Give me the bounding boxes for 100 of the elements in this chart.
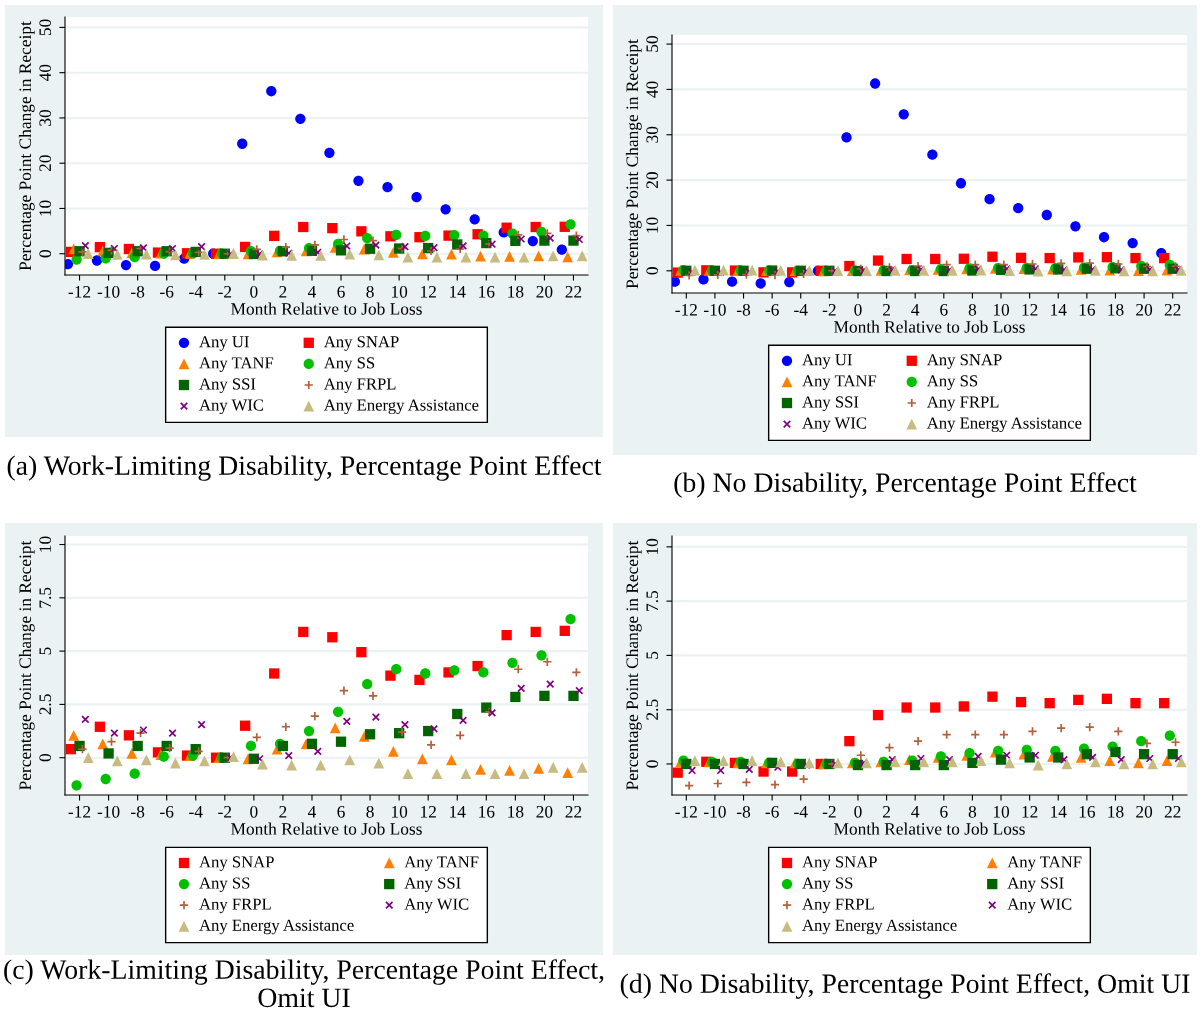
- x-tick-label: 22: [565, 285, 582, 298]
- x-tick-label: 18: [508, 285, 524, 298]
- x-tick-label: 6: [940, 303, 948, 316]
- y-tick-label: 0: [646, 760, 659, 768]
- text: (c) Work-Limiting Disability, Percentage Point Effect, Omit UI: [4, 959, 604, 1008]
- x-tick-label: -8: [131, 805, 145, 818]
- y-tick-label: 10: [646, 538, 659, 555]
- x-tick-label: 4: [911, 304, 920, 316]
- y-tick-label: 30: [646, 126, 659, 143]
- x-tick-label: 10: [391, 285, 408, 298]
- text: (d) No Disability, Percentage Point Effect, Omit UI: [620, 973, 1190, 999]
- legend-label: Any TANF: [802, 375, 877, 390]
- y-tick-label: 7.5: [646, 590, 659, 611]
- legend-label: Any Energy Assistance: [323, 399, 479, 415]
- legend-label: Any SS: [199, 877, 250, 893]
- legend-label: Any WIC: [1007, 898, 1072, 914]
- x-axis-title: Month Relative to Job Loss: [231, 822, 422, 835]
- y-tick-label: 50: [646, 36, 659, 52]
- legend-label: Any SS: [926, 375, 978, 390]
- y-tick-label: 10: [39, 536, 52, 552]
- legend-label: Any FRPL: [802, 898, 874, 914]
- x-tick-label: -4: [189, 806, 203, 818]
- legend-label: Any SSI: [802, 396, 859, 411]
- x-tick-label: 18: [1108, 805, 1124, 818]
- legend-label: Any WIC: [404, 898, 469, 914]
- y-axis-title: Percentage Point Change in Receipt: [18, 540, 35, 790]
- x-tick-label: 22: [565, 805, 582, 818]
- x-tick-label: -4: [794, 304, 808, 316]
- x-tick-label: 14: [450, 806, 466, 818]
- x-tick-label: 16: [1079, 805, 1096, 818]
- x-tick-label: 0: [854, 805, 862, 818]
- legend-label: Any UI: [802, 354, 852, 369]
- x-tick-label: -6: [160, 285, 174, 298]
- x-tick-label: 8: [968, 303, 977, 316]
- legend-label: Any SNAP: [802, 856, 877, 871]
- legend-label: Any SSI: [1007, 877, 1064, 893]
- text: (a) Work-Limiting Disability, Percentage Point Effect: [7, 455, 602, 481]
- legend-label: Any SNAP: [926, 354, 1002, 369]
- x-tick-label: 6: [940, 805, 948, 818]
- legend-label: Any Energy Assistance: [926, 417, 1082, 433]
- y-tick-label: 50: [39, 19, 52, 36]
- x-tick-label: 0: [854, 303, 862, 316]
- x-tick-label: 12: [1022, 303, 1038, 316]
- y-tick-label: 7.5: [39, 587, 52, 608]
- y-axis-title: Percentage Point Change in Receipt: [625, 39, 642, 289]
- x-tick-label: 22: [1164, 303, 1181, 316]
- legend-label: Any SS: [323, 357, 375, 372]
- y-axis-title: Percentage Point Change in Receipt: [625, 540, 642, 790]
- x-tick-label: -12: [675, 303, 697, 316]
- x-tick-label: 14: [450, 286, 466, 298]
- x-tick-label: 14: [1051, 304, 1067, 316]
- y-axis-title: Percentage Point Change in Receipt: [18, 21, 35, 271]
- x-tick-label: 16: [479, 805, 495, 818]
- legend-label: Any FRPL: [323, 378, 396, 393]
- legend-label: Any TANF: [1007, 856, 1082, 871]
- text: (b) No Disability, Percentage Point Effect: [674, 472, 1137, 498]
- x-tick-label: 16: [1079, 303, 1096, 316]
- x-tick-label: 14: [1051, 806, 1067, 818]
- x-tick-label: 4: [911, 806, 920, 818]
- x-tick-label: 10: [993, 805, 1010, 818]
- x-tick-label: -6: [160, 805, 174, 818]
- y-tick-label: 0: [39, 250, 52, 258]
- x-tick-label: -6: [765, 805, 779, 818]
- x-tick-label: 2: [279, 805, 287, 818]
- x-tick-label: 20: [1136, 805, 1153, 818]
- x-tick-label: 0: [250, 805, 258, 818]
- x-tick-label: -8: [131, 285, 145, 298]
- x-tick-label: 10: [993, 303, 1010, 316]
- x-tick-label: 12: [421, 805, 436, 818]
- legend-label: Any SS: [802, 877, 853, 893]
- legend-label: Any TANF: [199, 357, 274, 372]
- x-axis-title: Month Relative to Job Loss: [834, 822, 1025, 835]
- x-tick-label: -2: [218, 805, 232, 818]
- y-tick-label: 5: [646, 651, 659, 659]
- x-tick-label: 18: [1108, 303, 1124, 316]
- x-tick-label: -4: [189, 286, 203, 298]
- y-tick-label: 5: [39, 647, 52, 655]
- x-tick-label: 16: [479, 285, 495, 298]
- x-tick-label: -2: [822, 303, 836, 316]
- x-tick-label: -8: [736, 303, 751, 316]
- x-tick-label: 4: [307, 806, 317, 818]
- x-tick-label: -2: [822, 805, 836, 818]
- y-tick-label: 20: [39, 155, 52, 172]
- y-tick-label: 40: [646, 81, 659, 98]
- x-tick-label: -10: [97, 805, 120, 818]
- y-tick-label: 40: [39, 64, 52, 82]
- x-tick-label: -2: [218, 285, 232, 298]
- legend-label: Any SNAP: [199, 856, 274, 871]
- y-tick-label: 0: [646, 267, 659, 275]
- x-axis-title: Month Relative to Job Loss: [231, 302, 422, 315]
- x-tick-label: -4: [794, 806, 808, 818]
- x-tick-label: -12: [68, 805, 91, 818]
- x-tick-label: 18: [508, 805, 524, 818]
- x-tick-label: -10: [703, 805, 726, 818]
- legend-label: Any WIC: [199, 399, 264, 415]
- legend-label: Any UI: [199, 336, 249, 351]
- x-tick-label: 8: [366, 805, 374, 818]
- x-tick-label: -6: [765, 303, 779, 316]
- y-tick-label: 10: [646, 217, 659, 233]
- x-tick-label: 20: [536, 285, 553, 298]
